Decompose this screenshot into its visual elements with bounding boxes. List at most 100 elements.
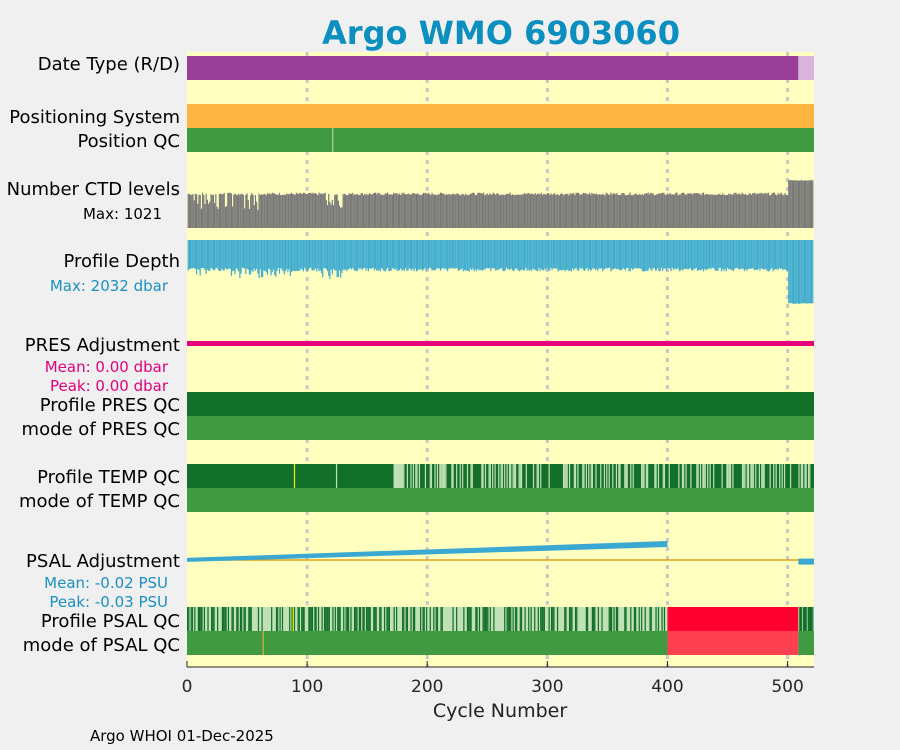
ctd-level-bar <box>532 194 534 228</box>
ctd-level-bar <box>463 195 466 228</box>
profile-depth-bar <box>609 240 611 268</box>
profile-depth-bar <box>264 240 266 272</box>
temp-qc-mark <box>518 464 520 488</box>
ctd-level-bar <box>474 194 476 228</box>
profile-depth-bar <box>522 240 524 271</box>
ctd-level-bar <box>486 193 488 228</box>
x-tick-label: 400 <box>651 677 683 697</box>
profile-depth-bar <box>471 240 473 271</box>
psal-qc-mark <box>638 607 640 631</box>
profile-depth-bar <box>809 240 811 304</box>
profile-depth-bar <box>254 240 257 271</box>
psal-qc-mark <box>298 607 300 631</box>
psal-qc-mark <box>224 607 226 631</box>
profile-depth-bar <box>579 240 581 269</box>
profile-depth-bar <box>241 240 243 268</box>
psal-qc-mark <box>358 607 360 631</box>
profile-depth-bar <box>461 240 463 269</box>
ctd-level-bar <box>251 192 253 228</box>
label-positioning-system: Positioning System <box>9 107 180 128</box>
profile-depth-bar <box>474 240 476 270</box>
temp-qc-mark <box>445 464 447 488</box>
ctd-level-bar <box>227 193 229 228</box>
profile-depth-bar <box>702 240 705 272</box>
profile-depth-bar <box>331 240 333 275</box>
profile-depth-bar <box>443 240 445 270</box>
psal-qc-mark <box>806 607 808 631</box>
profile-depth-bar <box>448 240 450 269</box>
profile-depth-bar <box>436 240 438 268</box>
ctd-level-bar <box>319 193 321 228</box>
ctd-level-bar <box>533 194 535 228</box>
ctd-level-bar <box>744 193 747 228</box>
profile-depth-bar <box>391 240 393 269</box>
profile-depth-bar <box>306 240 308 272</box>
profile-depth-bar <box>747 240 749 270</box>
psal-qc-mark <box>565 607 567 631</box>
temp-qc-mark <box>615 464 618 488</box>
ctd-level-bar <box>640 195 642 228</box>
temp-qc-mark <box>663 464 666 488</box>
profile-depth-bar <box>690 240 693 271</box>
profile-depth-bar <box>373 240 375 271</box>
temp-qc-mark <box>424 464 427 488</box>
ctd-level-bar <box>591 193 593 228</box>
psal-qc-mark <box>508 607 511 631</box>
profile-depth-bar <box>778 240 780 269</box>
profile-depth-bar <box>644 240 646 272</box>
ctd-level-bar <box>382 194 384 228</box>
ctd-level-bar <box>650 192 652 228</box>
profile-depth-bar <box>310 240 312 268</box>
ctd-level-bar <box>370 193 372 228</box>
profile-depth-bar <box>665 240 667 271</box>
temp-qc-mark <box>758 464 760 488</box>
profile-depth-bar <box>257 240 259 274</box>
temp-qc-mark <box>801 464 804 488</box>
ctd-level-bar <box>284 195 287 228</box>
ctd-level-bar <box>409 194 412 228</box>
profile-depth-bar <box>570 240 572 272</box>
ctd-level-bar <box>323 193 325 228</box>
ctd-level-bar <box>678 194 681 228</box>
ctd-level-bar <box>320 193 323 228</box>
psal-qc-mark <box>383 607 386 631</box>
ctd-level-bar <box>493 193 496 228</box>
profile-depth-bar <box>730 240 732 271</box>
profile-depth-bar <box>365 240 367 271</box>
ctd-level-bar <box>660 193 663 228</box>
temp-qc-mark <box>697 464 699 488</box>
profile-depth-bar <box>383 240 385 272</box>
profile-depth-bar <box>420 240 422 270</box>
psal-qc-mark <box>641 607 643 631</box>
ctd-level-bar <box>761 193 763 228</box>
ctd-level-bar <box>687 193 689 228</box>
profile-depth-bar <box>732 240 735 272</box>
psal-qc-mark <box>402 607 404 631</box>
ctd-level-bar <box>558 195 560 228</box>
psal-qc-mark <box>534 607 536 631</box>
profile-depth-bar <box>772 240 774 272</box>
temp-qc-mark <box>514 464 517 488</box>
profile-depth-bar <box>716 240 718 271</box>
ctd-level-bar <box>755 194 757 228</box>
ctd-level-bar <box>293 194 295 228</box>
x-tick-label: 500 <box>771 677 803 697</box>
profile-depth-bar <box>681 240 683 270</box>
psal-qc-mark <box>244 607 246 631</box>
ctd-level-bar <box>286 193 288 228</box>
ctd-level-bar <box>427 192 430 228</box>
psal-qc-mark <box>297 607 299 631</box>
ctd-level-bar <box>234 193 236 228</box>
temp-qc-mark <box>662 464 664 488</box>
profile-depth-bar <box>206 240 209 270</box>
profile-depth-bar <box>260 240 263 278</box>
pres-mean-text: Mean: 0.00 dbar <box>45 358 169 376</box>
ctd-level-bar <box>639 193 641 228</box>
profile-depth-bar <box>510 240 512 269</box>
psal-qc-mark <box>644 607 646 631</box>
x-axis: 0 100 200 300 400 500 <box>182 661 814 697</box>
ctd-level-bar <box>322 194 324 228</box>
ctd-level-bar <box>732 193 735 228</box>
ctd-level-bar <box>561 193 563 228</box>
ctd-level-bar <box>342 194 344 228</box>
